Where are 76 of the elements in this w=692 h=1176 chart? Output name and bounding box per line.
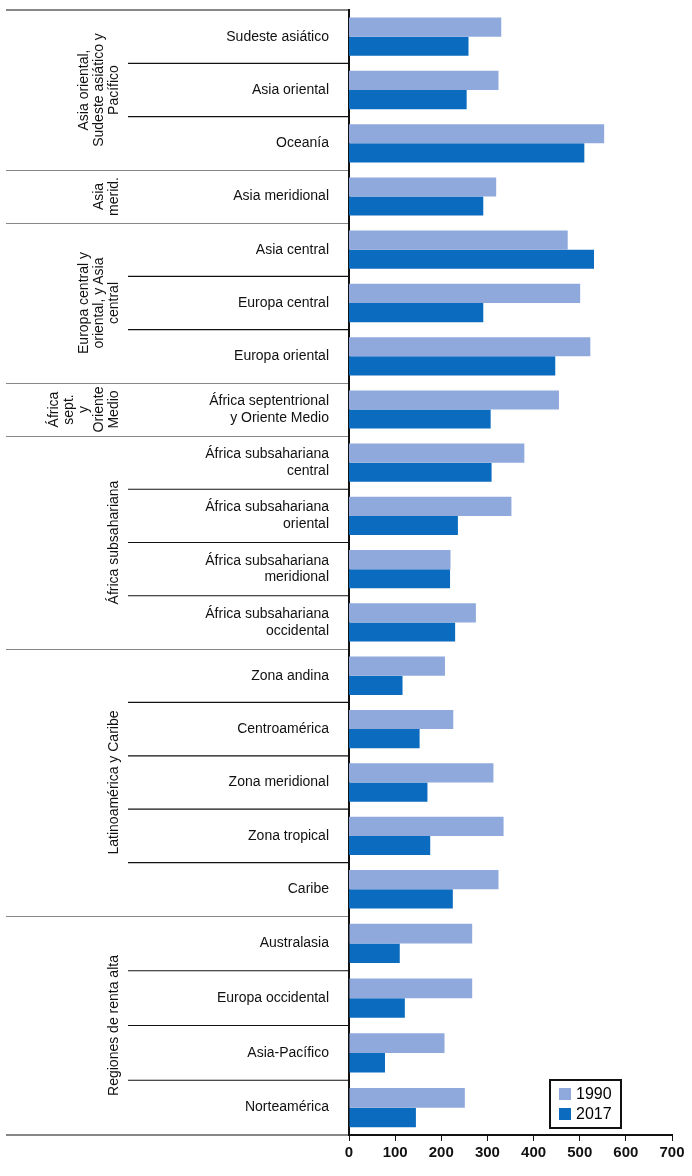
- bar: [349, 870, 499, 890]
- bar: [349, 709, 454, 730]
- bar: [349, 496, 512, 516]
- text: África subsahariana: [105, 480, 122, 605]
- bar: [349, 816, 504, 836]
- x-tick-label: 700: [659, 1143, 685, 1161]
- bar: [349, 943, 400, 964]
- bar: [349, 249, 595, 269]
- x-tick-label: 600: [613, 1143, 639, 1161]
- bar: [349, 90, 467, 110]
- y-tick-label: Oceanía: [276, 134, 330, 151]
- x-tick-label: 500: [567, 1143, 593, 1161]
- bar: [349, 782, 428, 802]
- y-tick-label: Zona andina: [251, 666, 330, 683]
- bar: [349, 462, 492, 482]
- text: Regiones de renta alta: [105, 954, 122, 1096]
- bar: [349, 143, 585, 163]
- bar: [349, 835, 431, 856]
- y-tick-label: Asia central: [255, 240, 329, 257]
- y-tick-label: África subsahariana meridional: [205, 551, 330, 585]
- bar: [349, 675, 403, 695]
- y-tick-label: África subsahariana oriental: [205, 498, 330, 532]
- text: África sept. y Oriente Medio: [45, 386, 122, 433]
- y-tick-label: Zona meridional: [228, 773, 329, 790]
- x-tick-label: 0: [344, 1143, 354, 1161]
- bar: [349, 1107, 416, 1128]
- y-tick-label: Europa oriental: [234, 347, 329, 364]
- bar: [349, 549, 451, 570]
- bar: [349, 70, 499, 90]
- bar: [349, 36, 469, 56]
- bar: [349, 656, 445, 676]
- y-tick-label: Sudeste asiático: [226, 27, 330, 44]
- bar: [349, 923, 473, 944]
- bar: [349, 443, 525, 463]
- y-tick-label: Asia meridional: [233, 187, 329, 204]
- y-tick-label: Asia oriental: [251, 80, 329, 97]
- bar: [349, 978, 473, 999]
- bar: [349, 124, 605, 144]
- bar: [349, 283, 581, 303]
- y-tick-label: África subsahariana occidental: [205, 604, 330, 638]
- text: Asia merid.: [90, 177, 122, 216]
- bar: [349, 763, 494, 783]
- bar: [349, 622, 456, 642]
- legend-label: 2017: [576, 1104, 612, 1124]
- bar: [349, 603, 476, 623]
- bar: [349, 17, 502, 37]
- y-tick-label: Australasia: [259, 934, 330, 951]
- x-tick-label: 300: [474, 1143, 500, 1161]
- y-tick-label: Asia-Pacífico: [247, 1043, 330, 1060]
- bar: [349, 569, 451, 589]
- bar: [349, 1033, 445, 1053]
- y-tick-label: Europa occidental: [216, 988, 329, 1005]
- y-tick-label: Zona tropical: [248, 826, 329, 843]
- y-tick-label: Europa central: [237, 293, 329, 310]
- x-tick-label: 400: [521, 1143, 547, 1161]
- bar: [349, 1087, 465, 1108]
- bar: [349, 303, 484, 323]
- bar: [349, 1052, 385, 1073]
- x-tick-label: 200: [428, 1143, 454, 1161]
- bar: [349, 356, 556, 376]
- text: Asia oriental, Sudeste asiático y Pacífico: [75, 33, 122, 147]
- y-tick-label: África septentrional y Oriente Medio: [209, 391, 330, 425]
- bar: [349, 515, 458, 536]
- bar: [349, 889, 453, 909]
- y-tick-label: Norteamérica: [244, 1098, 330, 1115]
- x-tick-label: 100: [382, 1143, 408, 1161]
- bar: [349, 729, 420, 749]
- bar: [349, 998, 405, 1018]
- bar: [349, 230, 568, 250]
- y-tick-label: Caribe: [287, 880, 330, 897]
- y-tick-label: África subsahariana central: [205, 445, 330, 478]
- text: Latinoamérica y Caribe: [105, 710, 122, 855]
- bar: [349, 337, 591, 357]
- text: Europa central y oriental, y Asia central: [75, 252, 122, 354]
- y-tick-label: Centroamérica: [237, 719, 330, 736]
- legend-label: 1990: [576, 1084, 612, 1104]
